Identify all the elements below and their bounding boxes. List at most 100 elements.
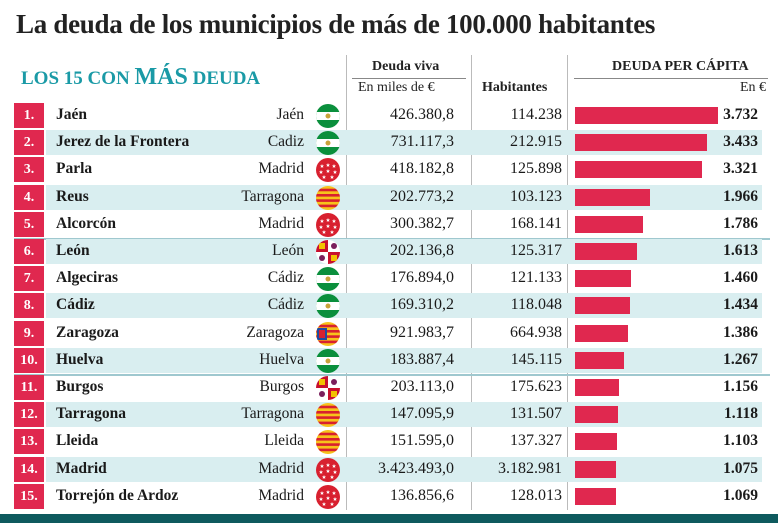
andalucia-flag-icon — [316, 104, 340, 128]
per-capita-bar — [575, 406, 618, 424]
debt-value: 151.595,0 — [390, 432, 454, 450]
table-row: 3. Parla Madrid 418.182,8 125.898 3.321 — [14, 157, 770, 184]
castilla-leon-flag-icon — [316, 240, 340, 264]
inhabitants-value: 103.123 — [510, 187, 562, 205]
andalucia-flag-icon — [316, 348, 340, 373]
rank-badge: 15. — [14, 483, 44, 509]
per-capita-value: 1.786 — [723, 214, 758, 232]
per-capita-value: 1.613 — [723, 242, 758, 259]
per-capita-value: 1.267 — [723, 350, 758, 368]
header-inhabitants: Habitantes — [482, 80, 548, 95]
province-name: Cádiz — [267, 296, 304, 314]
rank-badge: 8. — [14, 293, 44, 319]
per-capita-value: 1.103 — [723, 432, 758, 450]
header-rule — [352, 78, 466, 79]
per-capita-bar — [575, 215, 643, 233]
inhabitants-value: 125.317 — [510, 242, 562, 259]
inhabitants-value: 212.915 — [510, 133, 562, 151]
table-row: 2. Jerez de la Frontera Cadiz 731.117,3 212.… — [14, 130, 770, 157]
header-debt: Deuda viva — [372, 59, 440, 74]
inhabitants-value: 137.327 — [510, 432, 562, 450]
table-row: 10. Huelva Huelva 183.887,4 145.115 1.267 — [14, 347, 770, 375]
header-debt-unit: En miles de € — [358, 80, 435, 95]
per-capita-bar — [575, 188, 650, 206]
cataluna-flag-icon — [316, 185, 340, 210]
table-row: 4. Reus Tarragona 202.773,2 103.123 1.966 — [14, 184, 770, 212]
city-name: Tarragona — [56, 405, 127, 423]
debt-value: 202.773,2 — [390, 187, 454, 205]
group-separator — [14, 373, 770, 376]
province-name: Madrid — [258, 214, 304, 232]
andalucia-flag-icon — [316, 131, 340, 156]
per-capita-value: 3.433 — [723, 133, 758, 151]
city-name: Cádiz — [56, 296, 95, 314]
debt-value: 731.117,3 — [390, 133, 454, 151]
andalucia-flag-icon — [316, 267, 340, 292]
per-capita-bar — [575, 433, 617, 451]
city-name: Alcorcón — [56, 214, 116, 232]
chart-title: La deuda de los municipios de más de 100… — [16, 9, 656, 39]
province-name: Lleida — [264, 432, 304, 450]
city-name: Parla — [56, 160, 93, 178]
city-name: Burgos — [56, 378, 104, 395]
debt-value: 921.983,7 — [390, 323, 454, 341]
city-name: Torrejón de Ardoz — [56, 486, 179, 504]
rank-badge: 3. — [14, 157, 44, 183]
per-capita-bar — [575, 134, 707, 152]
row-background — [46, 293, 762, 319]
debt-value: 169.310,2 — [390, 296, 454, 314]
province-name: Madrid — [258, 486, 304, 504]
rank-badge: 10. — [14, 347, 44, 373]
per-capita-bar — [575, 161, 702, 179]
andalucia-flag-icon — [316, 294, 340, 319]
per-capita-value: 1.156 — [723, 378, 758, 395]
inhabitants-value: 121.133 — [510, 269, 562, 287]
per-capita-bar — [575, 107, 718, 124]
inhabitants-value: 118.048 — [510, 296, 562, 314]
province-name: Madrid — [258, 459, 304, 477]
column-divider — [567, 55, 568, 510]
province-name: Cadiz — [267, 133, 304, 151]
footer-bar — [0, 514, 778, 523]
subtitle-emphasis: MÁS — [134, 64, 188, 90]
per-capita-bar — [575, 379, 619, 396]
madrid-flag-icon — [316, 484, 340, 509]
inhabitants-value: 128.013 — [510, 486, 562, 504]
table-row: 1. Jaén Jaén 426.380,8 114.238 3.732 — [14, 103, 770, 130]
city-name: Lleida — [56, 432, 99, 450]
per-capita-bar — [575, 243, 637, 260]
inhabitants-value: 3.182.981 — [498, 459, 562, 477]
row-background — [46, 456, 762, 482]
debt-value: 136.856,6 — [390, 486, 454, 504]
rank-badge: 11. — [14, 375, 44, 400]
city-name: Zaragoza — [56, 323, 119, 341]
province-name: Huelva — [259, 350, 304, 368]
per-capita-value: 1.386 — [723, 323, 758, 341]
group-separator — [14, 237, 770, 240]
madrid-flag-icon — [316, 212, 340, 237]
inhabitants-value: 664.938 — [510, 323, 562, 341]
rank-badge: 9. — [14, 320, 44, 346]
madrid-flag-icon — [316, 457, 340, 482]
province-name: León — [272, 242, 304, 259]
castilla-leon-flag-icon — [316, 376, 340, 400]
inhabitants-value: 175.623 — [510, 378, 562, 395]
rank-badge: 5. — [14, 211, 44, 237]
province-name: Tarragona — [241, 405, 304, 423]
table-row: 6. León León 202.136,8 125.317 1.613 — [14, 239, 770, 266]
inhabitants-value: 114.238 — [510, 106, 562, 123]
inhabitants-value: 168.141 — [510, 214, 562, 232]
debt-value: 183.887,4 — [390, 350, 454, 368]
rank-badge: 2. — [14, 130, 44, 156]
city-name: León — [56, 242, 90, 259]
debt-value: 203.113,0 — [390, 378, 454, 395]
column-divider — [346, 55, 347, 510]
table-row: 11. Burgos Burgos 203.113,0 175.623 1.156 — [14, 375, 770, 402]
city-name: Algeciras — [56, 269, 118, 287]
per-capita-value: 1.434 — [723, 296, 758, 314]
per-capita-value: 1.118 — [723, 405, 758, 423]
debt-value: 300.382,7 — [390, 214, 454, 232]
table-row: 12. Tarragona Tarragona 147.095,9 131.507 1.1… — [14, 402, 770, 429]
debt-value: 426.380,8 — [390, 106, 454, 123]
chart-subtitle: LOS 15 CON MÁS DEUDA — [21, 64, 260, 91]
